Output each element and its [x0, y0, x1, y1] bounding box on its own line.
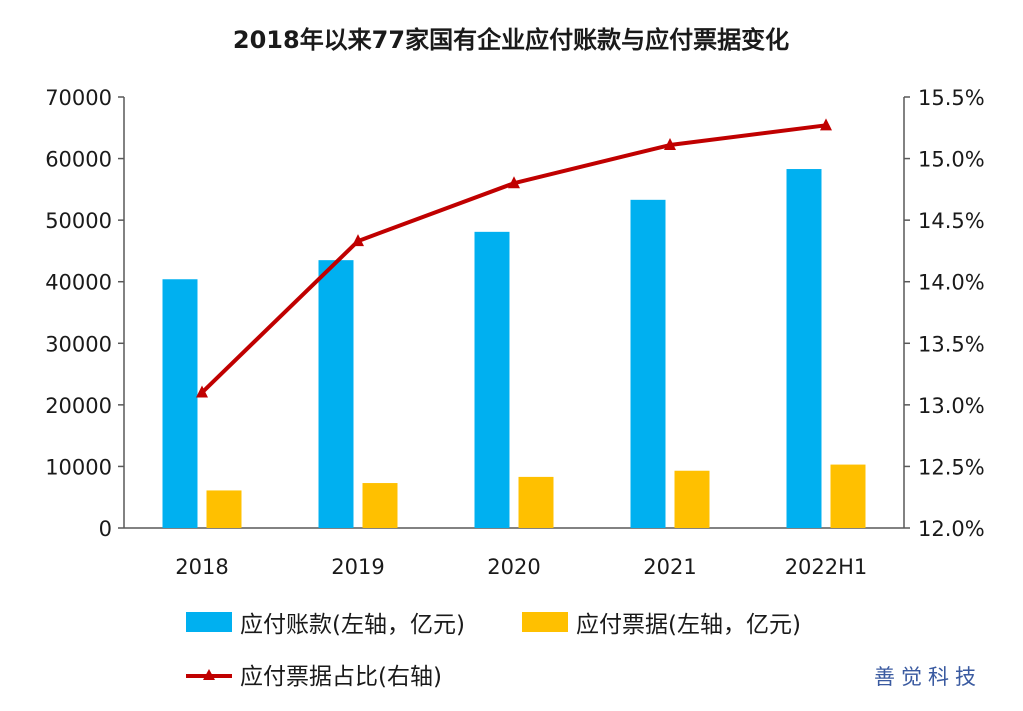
- left-tick-label: 30000: [45, 332, 112, 356]
- line-marker: [508, 176, 520, 189]
- line-series-group: [196, 118, 832, 398]
- bar-notes-payable: [518, 476, 554, 528]
- x-tick-label: 2018: [175, 555, 228, 579]
- chart-title: 2018年以来77家国有企业应付账款与应付票据变化: [233, 26, 789, 54]
- right-tick-label: 15.0%: [918, 148, 985, 172]
- bar-notes-payable: [674, 470, 710, 528]
- legend-swatch-notes: [522, 612, 568, 632]
- bar-notes-payable: [206, 490, 242, 528]
- bar-accounts-payable: [630, 199, 666, 528]
- left-tick-label: 60000: [45, 148, 112, 172]
- left-tick-label: 50000: [45, 209, 112, 233]
- line-marker: [352, 234, 364, 247]
- left-tick-label: 20000: [45, 394, 112, 418]
- line-marker: [664, 138, 676, 151]
- line-marker: [820, 118, 832, 131]
- bar-accounts-payable: [162, 279, 198, 528]
- bar-notes-payable: [362, 483, 398, 528]
- line-marker: [196, 385, 208, 398]
- legend-marker-notes-ratio: [203, 669, 215, 680]
- right-tick-label: 14.0%: [918, 271, 985, 295]
- x-tick-label: 2019: [331, 555, 384, 579]
- right-tick-label: 12.0%: [918, 517, 985, 541]
- right-tick-label: 12.5%: [918, 455, 985, 479]
- right-tick-label: 14.5%: [918, 209, 985, 233]
- legend-label-notes-ratio: 应付票据占比(右轴): [240, 664, 442, 690]
- legend-swatch-payables: [186, 612, 232, 632]
- left-tick-label: 0: [99, 517, 112, 541]
- x-axis: 2018 2019 2020 2021 2022H1: [124, 527, 904, 579]
- watermark: 善觉科技: [874, 665, 982, 689]
- x-tick-label: 2021: [643, 555, 696, 579]
- x-tick-label: 2020: [487, 555, 540, 579]
- bar-notes-payable: [830, 464, 866, 528]
- bars-group: [162, 169, 866, 528]
- legend: 应付账款(左轴，亿元) 应付票据(左轴，亿元) 应付票据占比(右轴): [186, 612, 801, 690]
- line-notes-ratio: [200, 123, 827, 394]
- left-y-axis: 0 10000 20000 30000 40000 50000 60000 70000: [45, 86, 125, 541]
- left-tick-label: 70000: [45, 86, 112, 110]
- right-tick-label: 13.5%: [918, 332, 985, 356]
- right-y-axis: 12.0% 12.5% 13.0% 13.5% 14.0% 14.5% 15.0% 15.5%: [903, 86, 985, 541]
- right-tick-label: 13.0%: [918, 394, 985, 418]
- bar-accounts-payable: [318, 260, 354, 528]
- bar-accounts-payable: [786, 169, 822, 528]
- x-tick-label: 2022H1: [785, 555, 868, 579]
- left-tick-label: 40000: [45, 271, 112, 295]
- right-tick-label: 15.5%: [918, 86, 985, 110]
- left-tick-label: 10000: [45, 455, 112, 479]
- legend-label-payables: 应付账款(左轴，亿元): [240, 612, 465, 638]
- legend-label-notes: 应付票据(左轴，亿元): [576, 612, 801, 638]
- bar-accounts-payable: [474, 231, 510, 528]
